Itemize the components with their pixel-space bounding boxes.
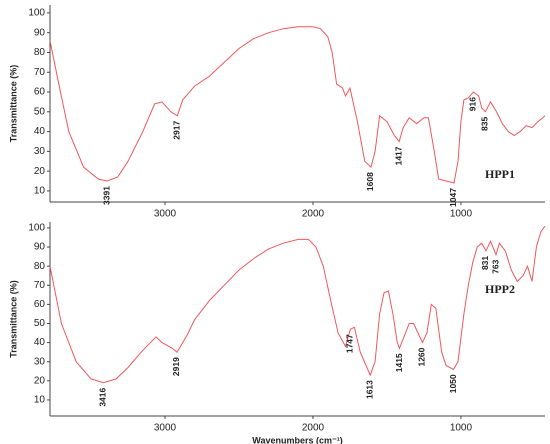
peak-label: 1050 <box>448 374 458 393</box>
x-tick-label: 1000 <box>450 423 473 434</box>
peak-label: 831 <box>480 256 490 270</box>
y-tick-label: 40 <box>34 126 46 137</box>
y-tick-label: 10 <box>34 186 46 197</box>
spectrum-line <box>49 26 546 184</box>
series-name: HPP1 <box>485 167 515 181</box>
y-tick-label: 30 <box>34 146 46 157</box>
y-axis-label: Transmittance (%) <box>8 280 18 358</box>
y-tick-label: 50 <box>34 106 46 117</box>
peak-label: 1608 <box>365 172 375 191</box>
y-tick-label: 100 <box>28 223 45 234</box>
y-tick-label: 10 <box>34 395 46 406</box>
peak-label: 1613 <box>364 380 374 399</box>
peak-label: 1417 <box>393 146 403 165</box>
series-name: HPP2 <box>485 282 515 296</box>
y-tick-label: 70 <box>34 280 46 291</box>
y-tick-label: 60 <box>34 87 46 98</box>
x-tick-label: 1000 <box>450 209 473 220</box>
y-tick-label: 20 <box>34 166 46 177</box>
y-tick-label: 50 <box>34 318 46 329</box>
y-tick-label: 100 <box>28 8 45 19</box>
peak-label: 763 <box>490 259 500 273</box>
y-tick-label: 40 <box>34 337 46 348</box>
y-tick-label: 80 <box>34 261 46 272</box>
peak-label: 2919 <box>171 357 181 376</box>
peak-label: 916 <box>468 97 478 111</box>
peak-label: 835 <box>480 117 490 131</box>
y-tick-label: 90 <box>34 242 46 253</box>
y-tick-label: 20 <box>34 375 46 386</box>
x-tick-label: 3000 <box>154 209 177 220</box>
peak-label: 1260 <box>417 347 427 366</box>
y-tick-label: 70 <box>34 67 46 78</box>
x-axis-label: Wavenumbers (cm⁻¹) <box>252 435 342 444</box>
y-tick-label: 80 <box>34 47 46 58</box>
y-axis-label: Transmittance (%) <box>8 65 18 143</box>
peak-label: 3391 <box>101 186 111 205</box>
spectrum-line <box>49 225 546 384</box>
peak-label: 3416 <box>98 387 108 406</box>
peak-label: 1047 <box>448 188 458 207</box>
x-tick-label: 2000 <box>302 423 325 434</box>
peak-label: 2917 <box>172 121 182 140</box>
peak-label: 1415 <box>394 353 404 372</box>
y-tick-label: 30 <box>34 356 46 367</box>
y-tick-label: 60 <box>34 299 46 310</box>
peak-label: 1747 <box>345 334 355 353</box>
y-tick-label: 90 <box>34 27 46 38</box>
x-tick-label: 2000 <box>302 209 325 220</box>
x-tick-label: 3000 <box>154 423 177 434</box>
